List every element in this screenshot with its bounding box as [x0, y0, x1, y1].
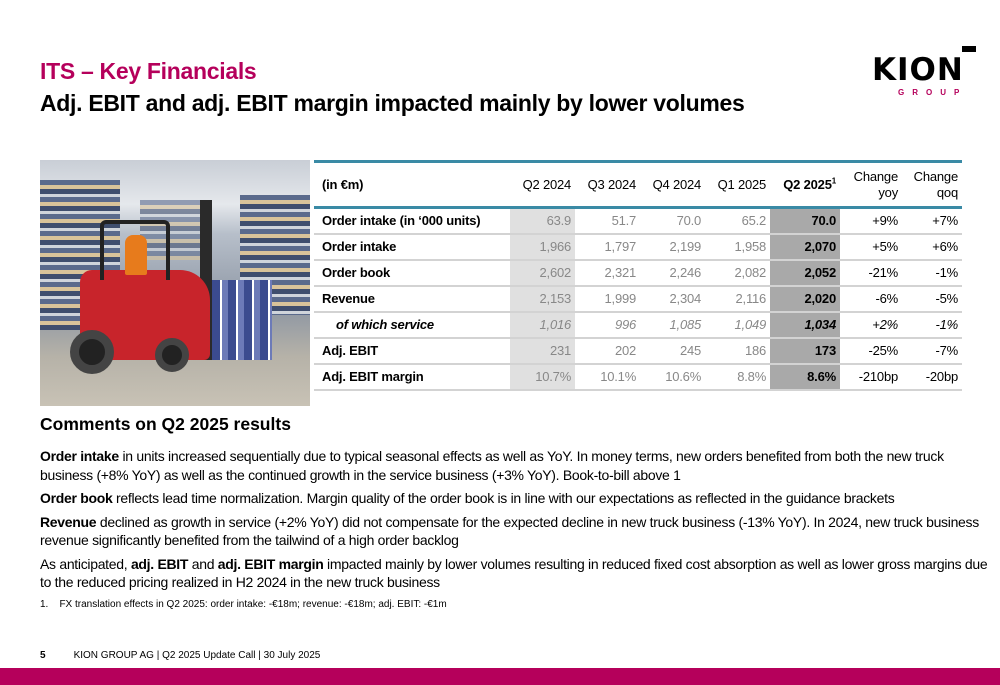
comments-title: Comments on Q2 2025 results	[40, 414, 291, 434]
table-row: Adj. EBIT 231 202 245 186 173 -25% -7%	[314, 337, 962, 365]
cell-yoy: -21%	[840, 259, 902, 287]
cell-value: 2,082	[705, 259, 771, 287]
forklift-warehouse-photo	[40, 160, 310, 406]
cell-value: 2,321	[575, 259, 641, 287]
cell-value: 1,016	[510, 311, 576, 339]
cell-value: 2,052	[770, 259, 840, 287]
cell-value: 996	[575, 311, 641, 339]
cell-qoq: +6%	[902, 233, 962, 261]
cell-value: 10.6%	[640, 363, 706, 391]
page-number: 5	[40, 650, 46, 661]
slide-headline: Adj. EBIT and adj. EBIT margin impacted …	[40, 90, 745, 116]
comment-order-intake: Order intake in units increased sequenti…	[40, 448, 944, 483]
cell-value: 2,246	[640, 259, 706, 287]
table-row: Order book 2,602 2,321 2,246 2,082 2,052 -21% -…	[314, 259, 962, 287]
comments-body: Order intake in units increased sequenti…	[40, 447, 988, 597]
col-header: Q2 2024	[522, 176, 572, 192]
col-header-yoy: Change yoy	[853, 168, 899, 200]
comment-order-book: Order book reflects lead time normalizat…	[40, 490, 895, 506]
cell-qoq: +7%	[902, 207, 962, 235]
col-header-current: Q2 20251	[783, 176, 836, 192]
cell-qoq: -1%	[902, 259, 962, 287]
cell-value: 202	[575, 337, 641, 365]
brand-bar	[0, 668, 1000, 685]
cell-value: 1,966	[510, 233, 576, 261]
cell-value: 8.6%	[770, 363, 840, 391]
cell-value: 65.2	[705, 207, 771, 235]
logo-wordmark: KION	[872, 52, 964, 88]
cell-value: 2,199	[640, 233, 706, 261]
section-title: ITS – Key Financials	[40, 58, 257, 84]
cell-yoy: -25%	[840, 337, 902, 365]
footnote: 1. FX translation effects in Q2 2025: or…	[40, 598, 447, 610]
cell-value: 1,049	[705, 311, 771, 339]
row-label: Revenue	[314, 285, 511, 313]
footer-text: KION GROUP AG | Q2 2025 Update Call | 30…	[73, 650, 321, 661]
key-financials-table: (in €m) Q2 2024 Q3 2024 Q4 2024 Q1 2025 …	[314, 160, 962, 391]
cell-value: 2,602	[510, 259, 576, 287]
cell-value: 8.8%	[705, 363, 771, 391]
comments-section: Comments on Q2 2025 results Order intake…	[40, 414, 988, 646]
cell-value: 245	[640, 337, 706, 365]
cell-qoq: -7%	[902, 337, 962, 365]
cell-yoy: -6%	[840, 285, 902, 313]
cell-value: 1,034	[770, 311, 840, 339]
cell-value: 2,020	[770, 285, 840, 313]
cell-yoy: +5%	[840, 233, 902, 261]
row-label: Order book	[314, 259, 511, 287]
cell-value: 231	[510, 337, 576, 365]
cell-value: 1,797	[575, 233, 641, 261]
table-row: Order intake (in ‘000 units) 63.9 51.7 70.0…	[314, 207, 962, 235]
cell-yoy: -210bp	[840, 363, 902, 391]
cell-value: 186	[705, 337, 771, 365]
footer: 5 KION GROUP AG | Q2 2025 Update Call | 3…	[40, 650, 320, 662]
col-header: Q4 2024	[652, 176, 702, 192]
cell-value: 2,116	[705, 285, 771, 313]
logo-group: GROUP	[898, 88, 968, 97]
cell-value: 2,153	[510, 285, 576, 313]
cell-qoq: -20bp	[902, 363, 962, 391]
cell-value: 63.9	[510, 207, 576, 235]
comment-revenue: Revenue declined as growth in service (+…	[40, 513, 979, 549]
cell-value: 70.0	[640, 207, 706, 235]
row-label: Order intake	[314, 233, 511, 261]
cell-value: 10.1%	[575, 363, 641, 391]
cell-value: 70.0	[770, 207, 840, 235]
comment-ebit: As anticipated, adj. EBIT and adj. EBIT …	[40, 555, 988, 591]
col-header-qoq: Change qoq	[913, 168, 959, 200]
cell-value: 51.7	[575, 207, 641, 235]
table-row: Order intake 1,966 1,797 2,199 1,958 2,070 +5%…	[314, 233, 962, 261]
cell-value: 2,304	[640, 285, 706, 313]
col-header: Q1 2025	[717, 176, 767, 192]
cell-value: 1,958	[705, 233, 771, 261]
table-row: Adj. EBIT margin 10.7% 10.1% 10.6% 8.8% 8.6% -…	[314, 363, 962, 391]
cell-value: 173	[770, 337, 840, 365]
table-row: of which service 1,016 996 1,085 1,049 1,034 +…	[314, 311, 962, 339]
logo-bar	[962, 46, 976, 52]
table-row: Revenue 2,153 1,999 2,304 2,116 2,020 -6% -5%	[314, 285, 962, 313]
cell-qoq: -5%	[902, 285, 962, 313]
cell-yoy: +9%	[840, 207, 902, 235]
row-label: Adj. EBIT	[314, 337, 511, 365]
cell-qoq: -1%	[902, 311, 962, 339]
col-header: Q3 2024	[587, 176, 637, 192]
kion-logo: KION GROUP	[872, 46, 982, 98]
cell-yoy: +2%	[840, 311, 902, 339]
row-label: of which service	[314, 311, 511, 339]
cell-value: 1,999	[575, 285, 641, 313]
cell-value: 1,085	[640, 311, 706, 339]
unit-header: (in €m)	[322, 176, 364, 192]
cell-value: 2,070	[770, 233, 840, 261]
row-label: Order intake (in ‘000 units)	[314, 207, 511, 235]
row-label: Adj. EBIT margin	[314, 363, 511, 391]
cell-value: 10.7%	[510, 363, 576, 391]
